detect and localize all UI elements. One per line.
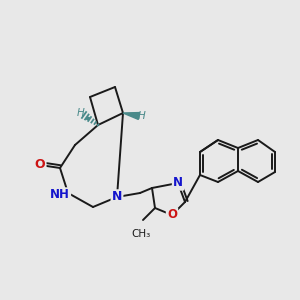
Polygon shape — [123, 112, 140, 119]
Text: O: O — [167, 208, 177, 221]
Text: N: N — [173, 176, 183, 190]
Text: NH: NH — [50, 188, 70, 202]
Text: H: H — [77, 108, 85, 118]
Text: N: N — [112, 190, 122, 203]
Text: H: H — [138, 111, 146, 121]
Text: CH₃: CH₃ — [131, 229, 151, 239]
Text: O: O — [35, 158, 45, 172]
